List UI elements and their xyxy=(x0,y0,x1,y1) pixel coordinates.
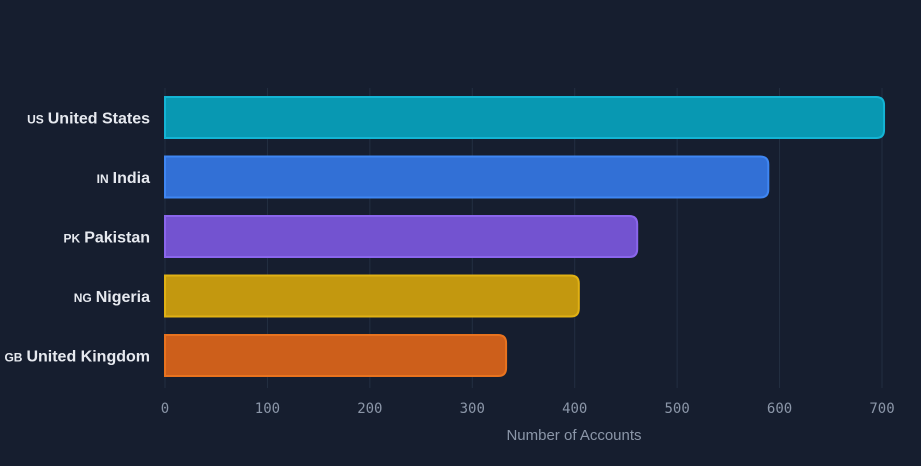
x-tick-label: 0 xyxy=(161,401,169,417)
x-tick-label: 500 xyxy=(664,401,689,417)
bar-united-states xyxy=(164,96,886,139)
x-tick-labels: 0 100 200 300 400 500 600 700 xyxy=(161,401,895,417)
category-code: IN xyxy=(97,172,109,186)
x-tick-label: 400 xyxy=(562,401,587,417)
x-tick-label: 100 xyxy=(255,401,280,417)
bar-pakistan xyxy=(164,215,639,258)
bar-nigeria xyxy=(164,274,580,318)
x-axis-title: Number of Accounts xyxy=(506,427,641,444)
category-code: GB xyxy=(4,351,22,365)
category-label: United Kingdom xyxy=(26,349,150,366)
category-code: NG xyxy=(74,291,92,305)
x-tick-label: 300 xyxy=(460,401,485,417)
category-label: United States xyxy=(48,111,150,128)
category-label: India xyxy=(113,170,150,187)
x-tick-label: 600 xyxy=(767,401,792,417)
bar-united-kingdom xyxy=(164,334,508,377)
bars xyxy=(164,96,886,377)
category-label: Pakistan xyxy=(84,230,150,247)
category-code: PK xyxy=(64,232,81,246)
x-tick-label: 200 xyxy=(357,401,382,417)
bar-india xyxy=(164,155,770,199)
category-code: US xyxy=(27,113,44,127)
x-tick-label: 700 xyxy=(869,401,894,417)
category-label: Nigeria xyxy=(96,289,150,306)
